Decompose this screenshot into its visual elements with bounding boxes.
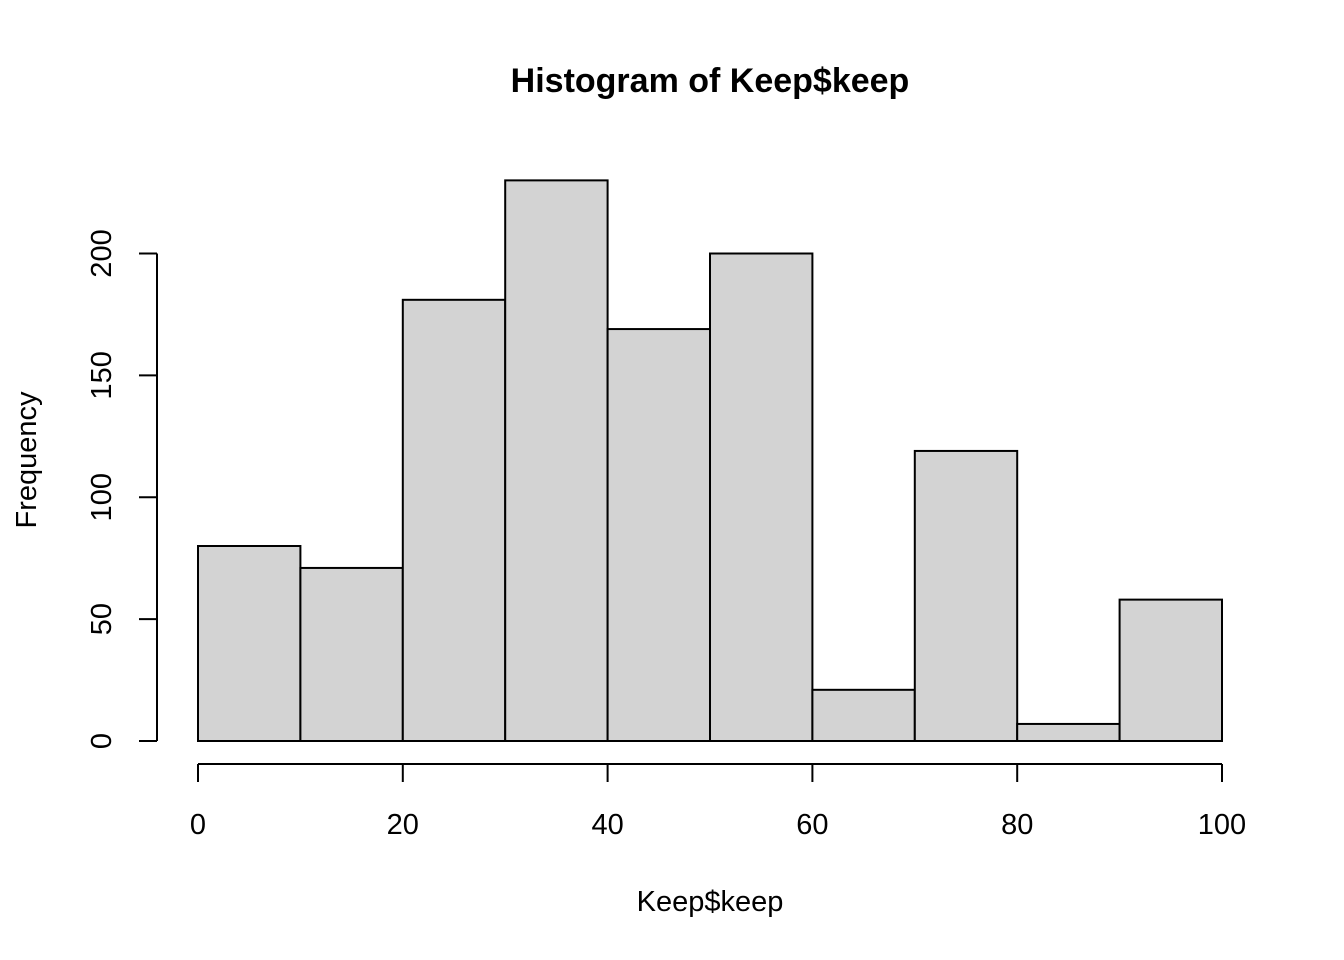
histogram-bar (401, 298, 507, 742)
chart-title: Histogram of Keep$keep (511, 62, 910, 100)
x-axis: 0 20 40 60 80 100 (190, 763, 1246, 841)
histogram-bar (709, 252, 814, 742)
histogram-bar (606, 328, 711, 742)
x-tick-label: 0 (190, 809, 206, 841)
histogram-bar (811, 688, 916, 742)
y-tick-label: 100 (86, 473, 118, 521)
y-tick-label: 50 (86, 603, 118, 635)
histogram-bar (913, 449, 1019, 742)
bars-group (197, 179, 1223, 742)
x-tick-label: 100 (1198, 809, 1246, 841)
y-tick-label: 200 (86, 229, 118, 277)
x-tick-label: 40 (591, 809, 623, 841)
histogram-bar (197, 545, 302, 742)
histogram-bar (1118, 598, 1223, 742)
x-tick-label: 20 (387, 809, 419, 841)
x-tick-label: 80 (1001, 809, 1033, 841)
x-axis-label: Keep$keep (637, 886, 784, 918)
histogram-bar (1016, 722, 1121, 742)
y-tick-label: 150 (86, 351, 118, 399)
y-tick-label: 0 (86, 733, 118, 749)
y-axis: 0 50 100 150 200 (86, 229, 158, 749)
y-axis-label: Frequency (11, 391, 43, 529)
x-tick-label: 60 (796, 809, 828, 841)
histogram-bar (299, 566, 404, 742)
histogram-bar (504, 179, 609, 742)
